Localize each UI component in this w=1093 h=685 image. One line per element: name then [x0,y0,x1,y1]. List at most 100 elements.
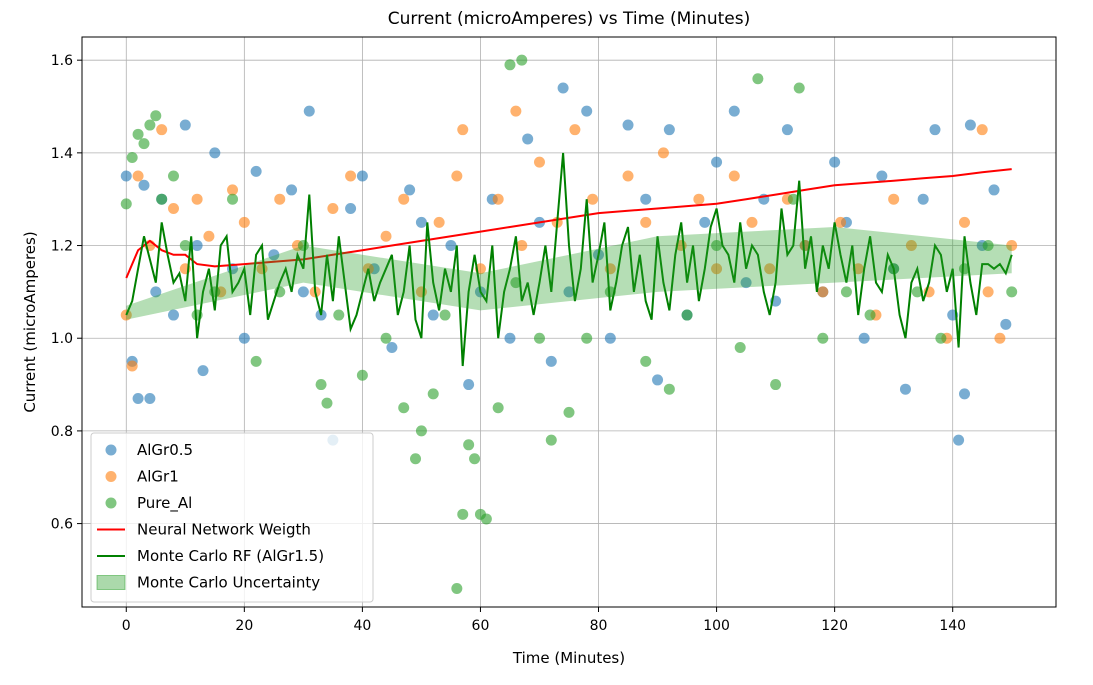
point-algr1 [132,170,144,182]
point-algr1 [982,286,994,298]
point-algr0-5 [250,165,262,177]
legend-marker-algr1 [105,471,117,482]
point-algr1 [888,193,900,205]
y-axis: 0.6 0.8 1.0 1.2 1.4 1.6 [51,53,82,533]
point-algr0-5 [899,383,911,395]
point-pure-al [415,425,427,437]
point-pure-al [640,355,652,367]
point-algr0-5 [959,388,971,400]
point-algr0-5 [303,105,315,117]
point-algr0-5 [858,332,870,344]
point-pure-al [463,439,475,451]
point-algr0-5 [386,341,398,353]
legend-marker-algr0-5 [105,444,117,456]
y-axis-title: Current (microAmperes) [21,231,39,412]
point-algr0-5 [404,184,416,196]
point-algr1 [345,170,357,182]
point-algr0-5 [120,170,132,182]
point-algr1 [640,216,652,228]
series-algr0-5 [120,82,1012,446]
x-tick-label: 60 [472,618,490,634]
point-algr0-5 [917,193,929,205]
point-algr1 [835,216,847,228]
point-algr0-5 [144,392,156,404]
point-algr0-5 [504,332,516,344]
point-algr1 [492,193,504,205]
point-algr0-5 [445,240,457,252]
legend-label-algr0-5: AlGr0.5 [137,441,193,459]
x-tick-label: 120 [821,618,848,634]
point-algr1 [905,240,917,252]
point-algr0-5 [988,184,1000,196]
point-algr0-5 [964,119,976,131]
x-tick-label: 0 [122,618,131,634]
point-algr0-5 [728,105,740,117]
y-tick-label: 1.6 [51,53,73,69]
point-algr0-5 [953,434,965,446]
point-pure-al [787,193,799,205]
point-algr1 [587,193,599,205]
legend: AlGr0.5 AlGr1 Pure_Al Neural Network Weigth… [90,432,374,603]
point-pure-al [533,332,545,344]
point-pure-al [480,513,492,525]
point-algr0-5 [663,124,675,136]
point-algr1 [380,230,392,242]
point-algr1 [274,193,286,205]
point-pure-al [581,332,593,344]
point-pure-al [120,198,132,210]
point-pure-al [167,170,179,182]
point-algr1 [457,124,469,136]
point-pure-al [179,240,191,252]
point-algr1 [327,202,339,214]
point-algr1 [156,124,168,136]
point-pure-al [492,402,504,414]
point-algr0-5 [297,286,309,298]
x-tick-label: 40 [353,618,371,634]
point-algr0-5 [286,184,298,196]
x-tick-label: 80 [590,618,608,634]
point-pure-al [380,332,392,344]
point-algr0-5 [150,286,162,298]
point-pure-al [935,332,947,344]
point-pure-al [439,309,451,321]
point-algr0-5 [640,193,652,205]
point-algr0-5 [829,156,841,168]
band-monte-carlo-uncertainty [126,227,1012,320]
point-algr1 [238,216,250,228]
series-algr1 [120,105,1018,372]
point-algr1 [959,216,971,228]
point-pure-al [457,508,469,520]
series-monte-carlo-rf-algr1-5 [125,152,1013,367]
legend-label-pure-al: Pure_Al [137,494,192,513]
point-algr0-5 [581,105,593,117]
point-pure-al [840,286,852,298]
point-algr0-5 [167,309,179,321]
point-pure-al [156,193,168,205]
point-pure-al [427,388,439,400]
point-algr1 [227,184,239,196]
point-algr1 [510,105,522,117]
point-algr0-5 [179,119,191,131]
point-algr0-5 [545,355,557,367]
point-algr0-5 [345,202,357,214]
y-tick-label: 1.2 [51,239,73,255]
point-algr1 [533,156,545,168]
point-algr1 [203,230,215,242]
legend-label-neural-network-weigth: Neural Network Weigth [137,521,311,539]
point-pure-al [1006,286,1018,298]
point-algr1 [569,124,581,136]
point-algr0-5 [197,365,209,377]
point-algr0-5 [463,379,475,391]
point-algr1 [764,263,776,275]
point-pure-al [227,193,239,205]
plot-frame [81,36,1057,608]
x-tick-label: 20 [235,618,253,634]
point-algr0-5 [522,133,534,145]
point-pure-al [982,240,994,252]
point-pure-al [321,397,333,409]
point-algr1 [126,360,138,372]
chart-title: Current (microAmperes) vs Time (Minutes) [388,9,750,29]
point-algr0-5 [209,147,221,159]
point-algr0-5 [557,82,569,94]
x-tick-label: 140 [939,618,966,634]
